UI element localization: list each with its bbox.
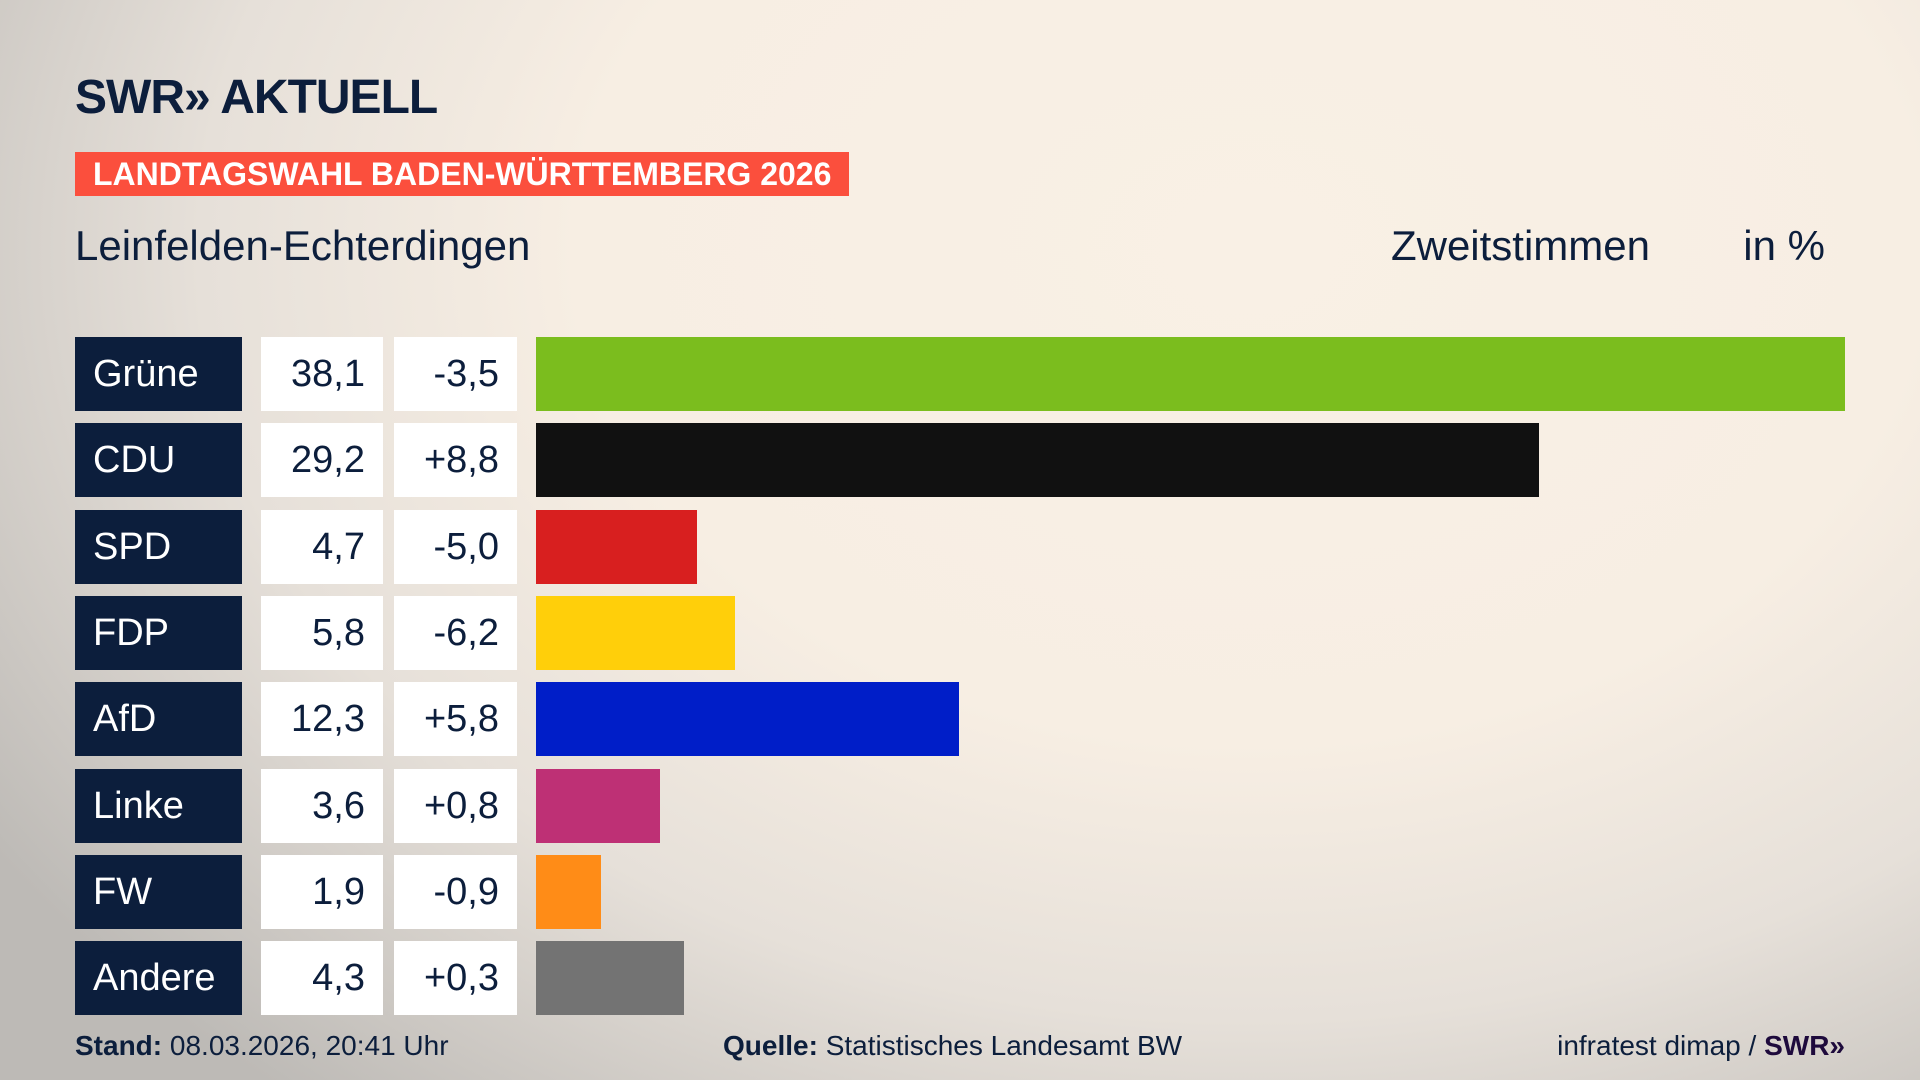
swr-logo-small: SWR» [1764, 1030, 1845, 1061]
value-label: 29,2 [261, 423, 383, 498]
value-label: 4,3 [261, 941, 383, 1016]
unit-label: in % [1743, 222, 1825, 269]
value-label: 4,7 [261, 509, 383, 584]
swr-aktuell-logo: SWR» AKTUELL [75, 71, 438, 124]
timestamp: Stand: 08.03.2026, 20:41 Uhr [75, 1030, 449, 1062]
stand-label: Stand: [75, 1030, 163, 1061]
value-label: 38,1 [261, 337, 383, 411]
stand-value: 08.03.2026, 20:41 Uhr [169, 1030, 449, 1061]
party-label: Linke [75, 768, 242, 843]
source: Quelle: Statistisches Landesamt BW [723, 1030, 1182, 1062]
party-label: FW [75, 854, 242, 929]
bar [536, 509, 698, 584]
party-label: Andere [75, 941, 242, 1016]
change-label: -0,9 [394, 854, 517, 929]
party-label: CDU [75, 423, 242, 498]
change-label: +0,3 [394, 941, 517, 1016]
party-label: FDP [75, 595, 242, 670]
value-label: 3,6 [261, 768, 383, 843]
election-banner: LANDTAGSWAHL BADEN-WÜRTTEMBERG 2026 [75, 152, 850, 196]
bar [536, 595, 736, 670]
vote-type: Zweitstimmen [1390, 222, 1650, 269]
change-label: +8,8 [394, 423, 517, 498]
district-title: Leinfelden-Echterdingen [75, 222, 531, 269]
bar [536, 768, 660, 843]
change-label: +0,8 [394, 768, 517, 843]
change-label: +5,8 [394, 682, 517, 757]
bar [536, 337, 1845, 411]
party-label: Grüne [75, 337, 242, 411]
value-label: 5,8 [261, 595, 383, 670]
source-value: Statistisches Landesamt BW [825, 1030, 1183, 1061]
bar [536, 941, 684, 1016]
party-label: AfD [75, 682, 242, 757]
bar [536, 423, 1540, 498]
source-label: Quelle: [723, 1030, 818, 1061]
value-label: 1,9 [261, 854, 383, 929]
bar [536, 854, 602, 929]
value-label: 12,3 [261, 682, 383, 757]
change-label: -5,0 [394, 509, 517, 584]
change-label: -3,5 [394, 337, 517, 411]
bar [536, 682, 959, 757]
credit-text: infratest dimap / [1557, 1030, 1757, 1061]
change-label: -6,2 [394, 595, 517, 670]
party-label: SPD [75, 509, 242, 584]
credit: infratest dimap / SWR» [1557, 1030, 1845, 1062]
